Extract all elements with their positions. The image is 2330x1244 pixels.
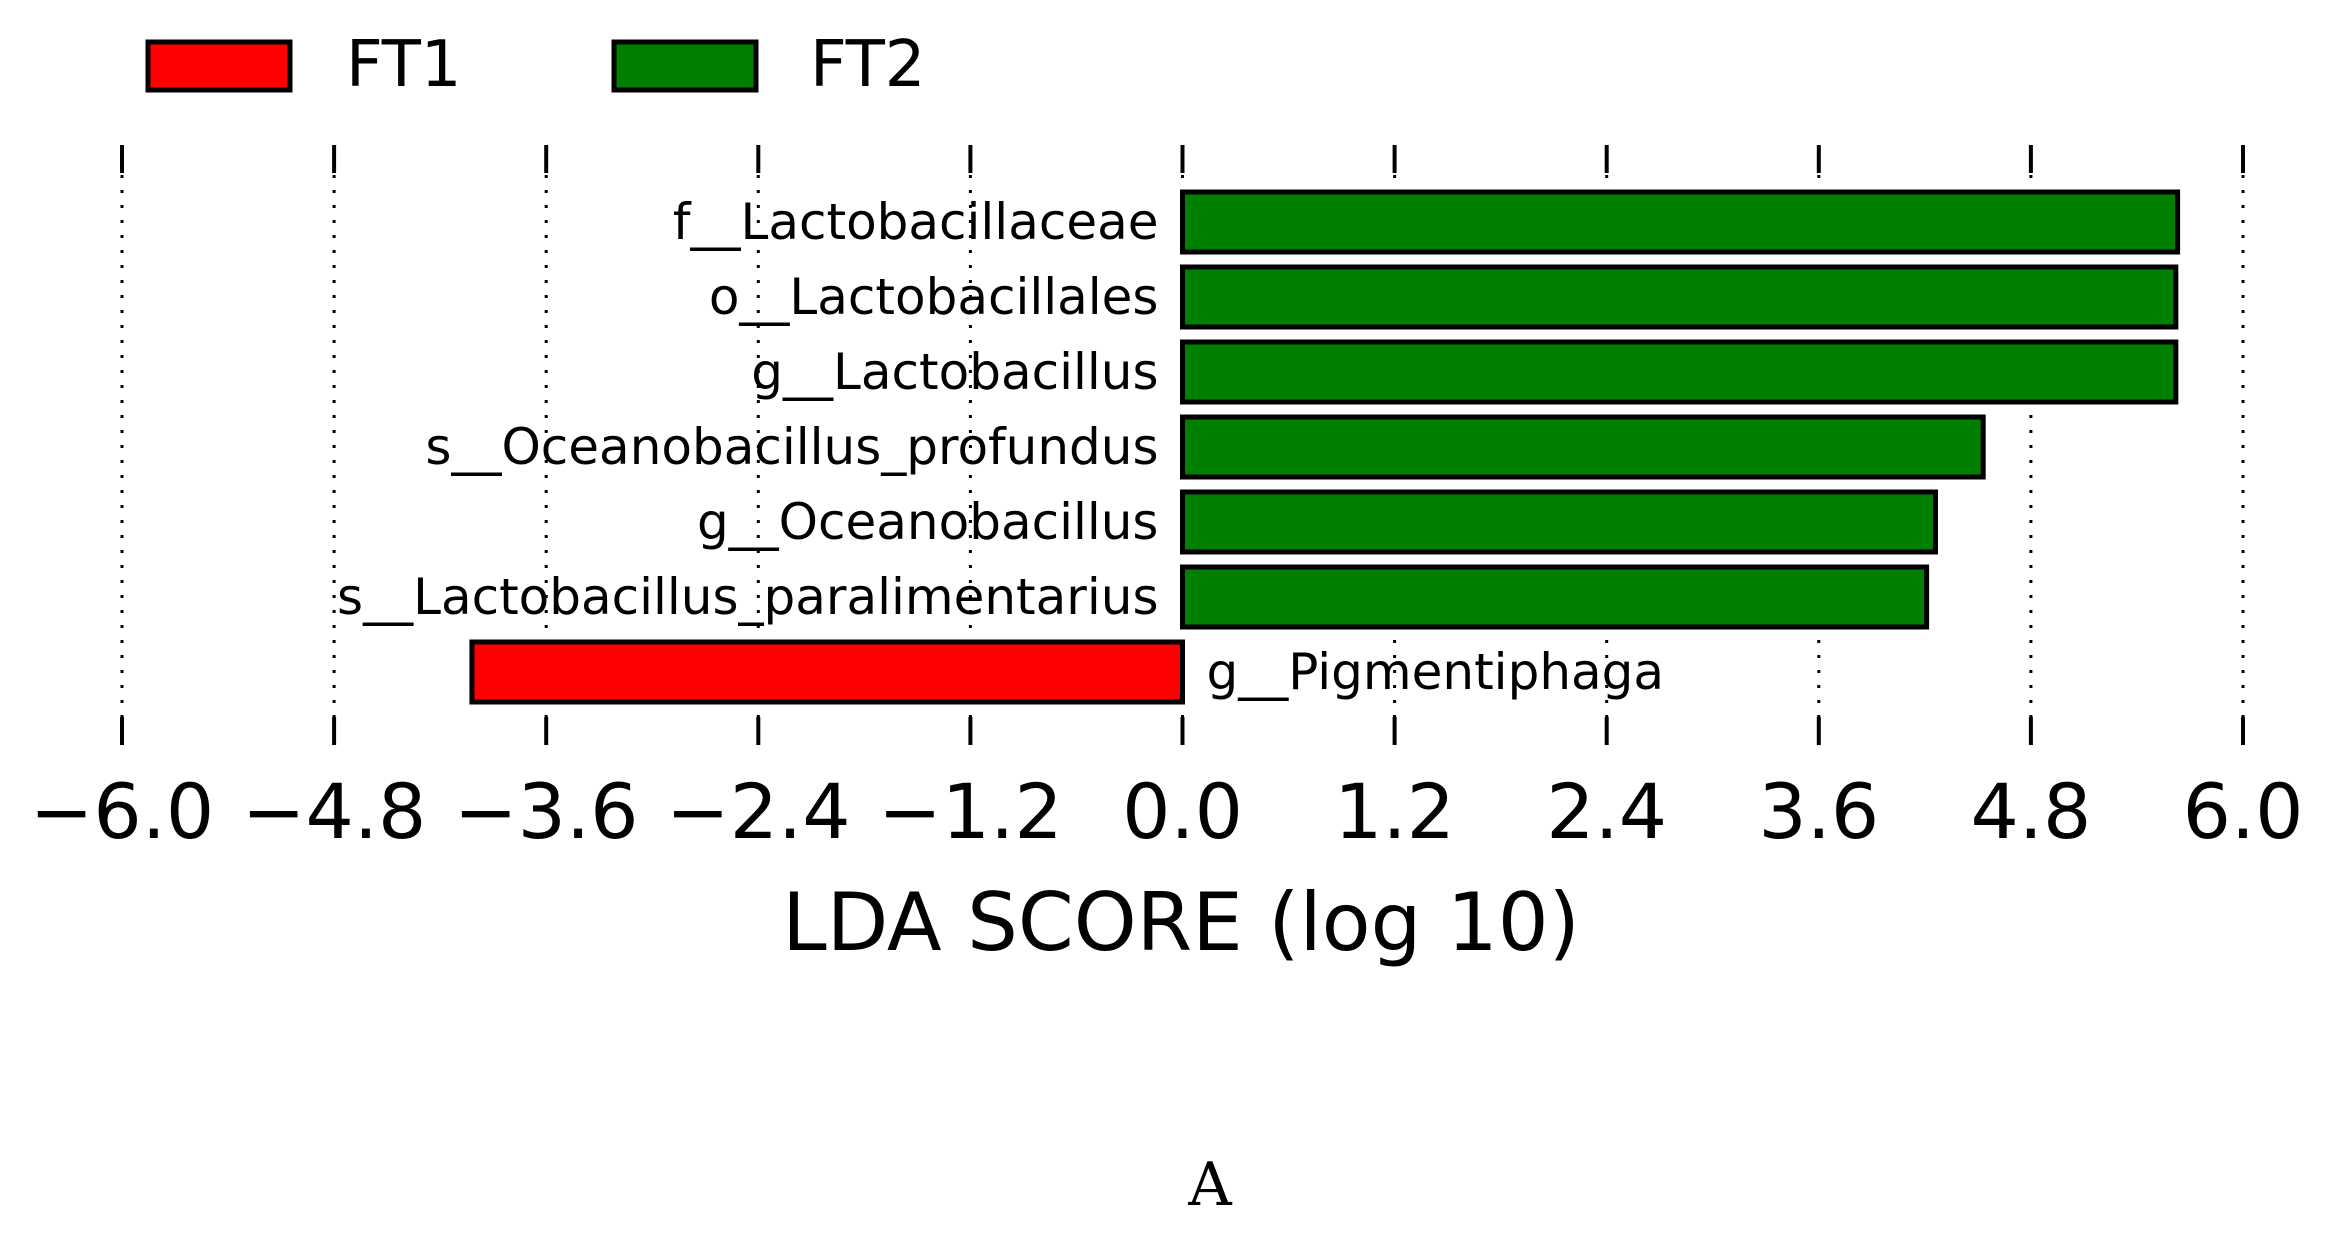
figure-caption: A (1187, 1150, 1232, 1220)
x-tick-label: 4.8 (1970, 767, 2091, 856)
bar-ft2 (1180, 189, 2181, 255)
bar-label: s__Oceanobacillus_profundus (425, 418, 1158, 476)
bar-label: g__Oceanobacillus (697, 493, 1159, 551)
legend-swatch-ft2 (611, 39, 759, 93)
x-tick-label: 6.0 (2183, 767, 2304, 856)
x-tick-label: 1.2 (1334, 767, 1455, 856)
bar-label: g__Lactobacillus (751, 343, 1158, 401)
bar-ft2 (1180, 264, 2179, 330)
x-tick-label: −6.0 (30, 767, 215, 856)
x-tick-label: −4.8 (242, 767, 427, 856)
bar-label: s__Lactobacillus_paralimentarius (337, 568, 1158, 626)
bar-label: o__Lactobacillales (709, 268, 1159, 326)
x-tick-label: 0.0 (1122, 767, 1243, 856)
x-tick-label: 3.6 (1758, 767, 1879, 856)
bar-ft2 (1180, 339, 2179, 405)
x-tick-label: 2.4 (1546, 767, 1667, 856)
bar-ft1 (469, 639, 1185, 705)
bar-ft2 (1180, 414, 1986, 480)
legend: FT1 FT2 (145, 28, 926, 102)
legend-swatch-ft1 (145, 39, 293, 93)
bars (469, 189, 2181, 705)
bar-ft2 (1180, 564, 1930, 630)
legend-label-ft2: FT2 (810, 28, 926, 102)
x-tick-label: −1.2 (878, 767, 1063, 856)
x-axis-ticks (120, 145, 2245, 745)
x-tick-label: −2.4 (666, 767, 851, 856)
x-axis-label: LDA SCORE (log 10) (782, 876, 1580, 969)
x-axis-tick-labels: −6.0 −4.8 −3.6 −2.4 −1.2 0.0 1.2 2.4 3.6 4.8 6.0 (30, 767, 2304, 856)
x-tick-label: −3.6 (454, 767, 639, 856)
legend-label-ft1: FT1 (346, 28, 462, 102)
bar-label: f__Lactobacillaceae (673, 193, 1159, 251)
bar-labels: f__Lactobacillaceae o__Lactobacillales g__… (337, 193, 1664, 701)
bar-label: g__Pigmentiphaga (1207, 643, 1665, 701)
bar-ft2 (1180, 489, 1938, 555)
